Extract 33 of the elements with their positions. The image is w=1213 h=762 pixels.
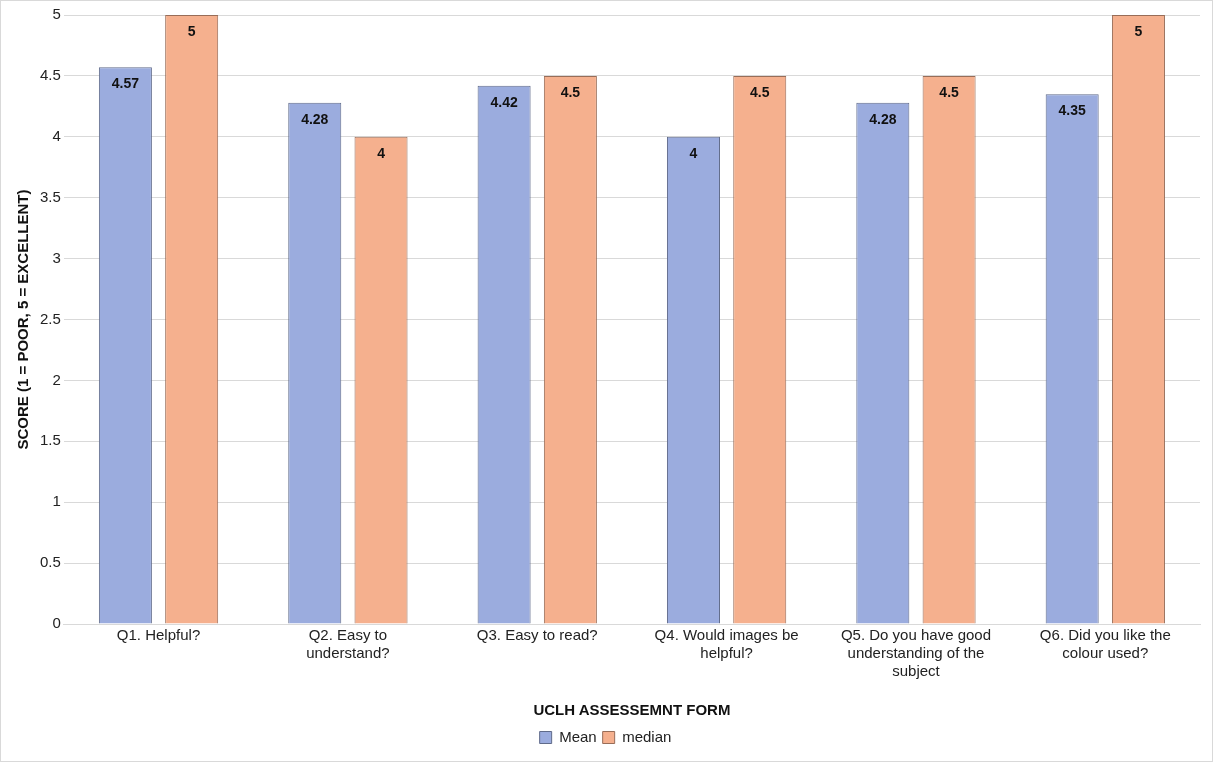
y-tick-label: 2.5 xyxy=(39,309,61,327)
x-tick-label: Q1. Helpful? xyxy=(116,626,201,644)
data-label: 4.57 xyxy=(111,75,140,92)
y-tick-label: 1.5 xyxy=(39,431,61,449)
data-label: 5 xyxy=(187,22,196,39)
y-tick-label: 4 xyxy=(52,126,61,144)
x-axis-title: UCLH ASSESSEMNT FORM xyxy=(533,701,731,719)
legend-label: Mean xyxy=(559,727,597,745)
y-tick-label: 4.5 xyxy=(39,66,61,84)
data-label: 4.5 xyxy=(750,83,770,100)
y-tick-label: 3.5 xyxy=(39,187,61,205)
y-tick-label: 2 xyxy=(52,370,61,388)
y-tick-label: 5 xyxy=(52,5,61,23)
data-label: 4.28 xyxy=(301,110,329,127)
x-tick-label: Q4. Would images be helpful? xyxy=(654,626,799,662)
data-label: 4.5 xyxy=(560,83,581,100)
data-label: 4 xyxy=(689,144,698,161)
y-axis-title: SCORE (1 = POOR, 5 = EXCELLENT) xyxy=(14,189,32,450)
y-tick-label: 1 xyxy=(52,492,61,510)
data-label: 4.28 xyxy=(869,110,897,127)
y-tick-label: 0.5 xyxy=(39,553,61,571)
x-tick-label: Q5. Do you have good understanding of the subject xyxy=(840,626,992,680)
x-tick-label: Q3. Easy to read? xyxy=(476,626,598,644)
data-label: 4.35 xyxy=(1058,102,1087,119)
legend-label: median xyxy=(622,727,672,745)
data-label: 4.5 xyxy=(939,83,960,100)
data-label: 4.42 xyxy=(490,93,518,110)
x-tick-label: Q2. Easy to understand? xyxy=(306,626,390,662)
data-label: 4 xyxy=(377,144,386,161)
y-tick-label: 0 xyxy=(52,614,61,632)
data-label: 5 xyxy=(1134,22,1143,39)
x-tick-label: Q6. Did you like the colour used? xyxy=(1039,626,1171,662)
y-tick-label: 3 xyxy=(52,248,61,266)
